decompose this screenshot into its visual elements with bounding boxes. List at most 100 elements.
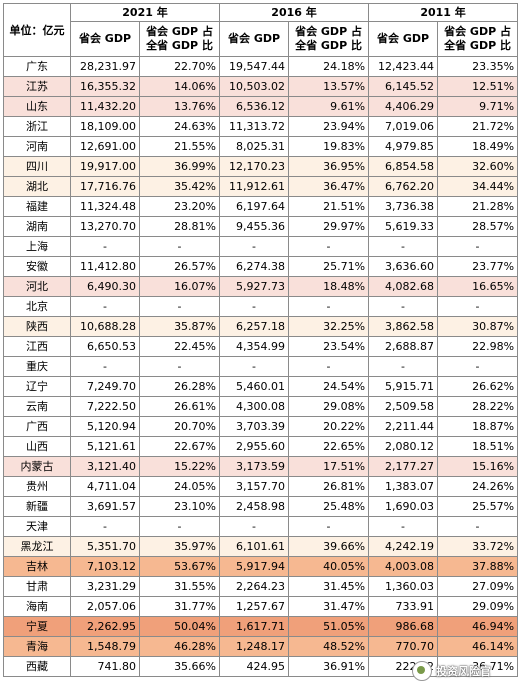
gdp-share-cell: -	[288, 236, 370, 257]
capital-gdp-cell: 5,460.01	[219, 376, 290, 397]
gdp-share-cell: 22.65%	[288, 436, 370, 457]
province-cell: 上海	[3, 236, 71, 257]
table-row: 山西 5,121.61 22.67% 2,955.60 22.65% 2,080.12 18…	[3, 436, 519, 457]
gdp-share-cell: 20.70%	[138, 416, 221, 437]
capital-gdp-cell: 6,274.38	[219, 256, 290, 277]
gdp-share-cell: 23.10%	[138, 496, 221, 517]
capital-gdp-cell: 7,222.50	[70, 396, 140, 417]
table-row: 吉林 7,103.12 53.67% 5,917.94 40.05% 4,003.08 37…	[3, 556, 519, 577]
province-cell: 山西	[3, 436, 71, 457]
gdp-share-cell: 17.51%	[288, 456, 370, 477]
capital-gdp-cell: -	[219, 356, 290, 377]
gdp-share-cell: -	[138, 516, 221, 537]
gdp-share-cell: 22.70%	[138, 56, 221, 77]
table-row: 江西 6,650.53 22.45% 4,354.99 23.54% 2,688.87 22…	[3, 336, 519, 357]
gdp-share-cell: 9.71%	[437, 96, 519, 117]
col-header-share: 省会 GDP 占全省 GDP 比	[437, 21, 519, 57]
gdp-share-cell: 35.97%	[138, 536, 221, 557]
gdp-share-cell: 46.94%	[437, 616, 519, 637]
capital-gdp-cell: 12,170.23	[219, 156, 290, 177]
capital-gdp-cell: 11,912.61	[219, 176, 290, 197]
gdp-share-cell: -	[138, 356, 221, 377]
gdp-share-cell: 13.76%	[138, 96, 221, 117]
capital-gdp-cell: 13,270.70	[70, 216, 140, 237]
col-header-capital-gdp: 省会 GDP	[219, 21, 290, 57]
gdp-share-cell: 48.52%	[288, 636, 370, 657]
gdp-share-cell: 18.87%	[437, 416, 519, 437]
table-row: 贵州 4,711.04 24.05% 3,157.70 26.81% 1,383.07 24…	[3, 476, 519, 497]
gdp-share-cell: 18.48%	[288, 276, 370, 297]
province-cell: 河北	[3, 276, 71, 297]
province-cell: 湖南	[3, 216, 71, 237]
gdp-share-cell: 20.22%	[288, 416, 370, 437]
gdp-share-cell: 26.81%	[288, 476, 370, 497]
gdp-share-cell: 24.26%	[437, 476, 519, 497]
capital-gdp-cell: 4,354.99	[219, 336, 290, 357]
capital-gdp-cell: 19,547.44	[219, 56, 290, 77]
capital-gdp-cell: 5,351.70	[70, 536, 140, 557]
unit-label: 单位：亿元	[3, 3, 71, 57]
gdp-share-cell: 25.57%	[437, 496, 519, 517]
col-header-capital-gdp: 省会 GDP	[368, 21, 439, 57]
province-cell: 广西	[3, 416, 71, 437]
capital-gdp-cell: 5,619.33	[368, 216, 439, 237]
capital-gdp-cell: 3,231.29	[70, 576, 140, 597]
gdp-share-cell: 24.18%	[288, 56, 370, 77]
capital-gdp-cell: 12,423.44	[368, 56, 439, 77]
year-2021-header: 2021 年	[69, 3, 221, 22]
capital-gdp-cell: 28,231.97	[70, 56, 140, 77]
gdp-share-cell: 26.28%	[138, 376, 221, 397]
table-row: 上海 - - - - - -	[3, 236, 519, 257]
capital-gdp-cell: 6,490.30	[70, 276, 140, 297]
capital-gdp-cell: 4,082.68	[368, 276, 439, 297]
col-header-share: 省会 GDP 占全省 GDP 比	[138, 21, 221, 57]
capital-gdp-cell: 6,762.20	[368, 176, 439, 197]
gdp-share-cell: 24.54%	[288, 376, 370, 397]
gdp-share-cell: 30.87%	[437, 316, 519, 337]
gdp-share-cell: 29.09%	[437, 596, 519, 617]
province-cell: 江苏	[3, 76, 71, 97]
capital-gdp-cell: 2,262.95	[70, 616, 140, 637]
capital-gdp-cell: 11,432.20	[70, 96, 140, 117]
gdp-share-cell: 32.60%	[437, 156, 519, 177]
gdp-share-cell: 51.05%	[288, 616, 370, 637]
capital-gdp-cell: 12,691.00	[70, 136, 140, 157]
table-row: 河南 12,691.00 21.55% 8,025.31 19.83% 4,979.85 1…	[3, 136, 519, 157]
capital-gdp-cell: 1,248.17	[219, 636, 290, 657]
gdp-share-cell: 16.07%	[138, 276, 221, 297]
capital-gdp-cell: 2,264.23	[219, 576, 290, 597]
gdp-share-cell: 22.67%	[138, 436, 221, 457]
table-row: 河北 6,490.30 16.07% 5,927.73 18.48% 4,082.68 16…	[3, 276, 519, 297]
table-row: 湖南 13,270.70 28.81% 9,455.36 29.97% 5,619.33 2…	[3, 216, 519, 237]
table-body: 广东 28,231.97 22.70% 19,547.44 24.18% 12,423.4…	[3, 56, 519, 677]
gdp-share-cell: 50.04%	[138, 616, 221, 637]
capital-gdp-cell: 6,257.18	[219, 316, 290, 337]
capital-gdp-cell: -	[70, 356, 140, 377]
capital-gdp-cell: 3,691.57	[70, 496, 140, 517]
capital-gdp-cell: 5,927.73	[219, 276, 290, 297]
table-row: 北京 - - - - - -	[3, 296, 519, 317]
capital-gdp-cell: -	[368, 296, 439, 317]
gdp-share-cell: 36.99%	[138, 156, 221, 177]
province-cell: 贵州	[3, 476, 71, 497]
gdp-share-cell: 25.48%	[288, 496, 370, 517]
gdp-share-cell: 28.57%	[437, 216, 519, 237]
province-cell: 安徽	[3, 256, 71, 277]
table-row: 重庆 - - - - - -	[3, 356, 519, 377]
capital-gdp-cell: 2,080.12	[368, 436, 439, 457]
capital-gdp-cell: 6,197.64	[219, 196, 290, 217]
capital-gdp-cell: 10,503.02	[219, 76, 290, 97]
capital-gdp-cell: 4,406.29	[368, 96, 439, 117]
gdp-share-cell: 32.25%	[288, 316, 370, 337]
gdp-share-cell: 21.51%	[288, 196, 370, 217]
province-cell: 四川	[3, 156, 71, 177]
capital-gdp-cell: 18,109.00	[70, 116, 140, 137]
gdp-share-cell: 53.67%	[138, 556, 221, 577]
capital-gdp-cell: -	[219, 296, 290, 317]
capital-gdp-cell: 11,313.72	[219, 116, 290, 137]
province-cell: 内蒙古	[3, 456, 71, 477]
capital-gdp-cell: -	[70, 296, 140, 317]
gdp-share-cell: 46.28%	[138, 636, 221, 657]
gdp-share-cell: 35.66%	[138, 656, 221, 677]
gdp-share-cell: 21.28%	[437, 196, 519, 217]
